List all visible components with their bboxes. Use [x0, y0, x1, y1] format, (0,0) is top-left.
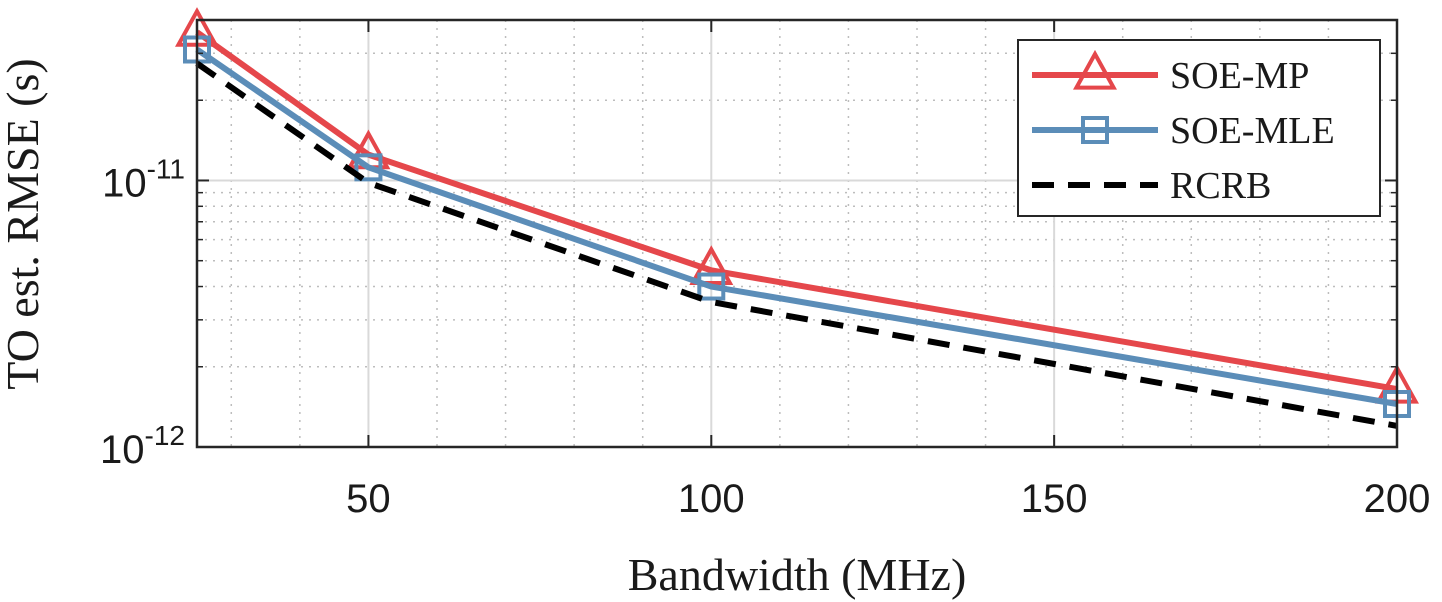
series-line-soe-mle: [195, 47, 1398, 407]
data-point-square: [697, 272, 726, 301]
series-layer: [175, 7, 1419, 429]
x-axis-label: Bandwidth (MHz): [628, 549, 967, 600]
y-tick-labels: 10-12 10-11: [100, 153, 185, 472]
x-tick-label: 150: [1021, 477, 1088, 521]
series-line-rcrb: [195, 60, 1398, 429]
legend: SOE-MP SOE-MLE RCRB: [1017, 39, 1381, 217]
legend-entry-soe-mp: SOE-MP: [1032, 49, 1309, 97]
data-point-triangle: [689, 245, 734, 285]
series-rcrb: [195, 60, 1398, 429]
data-point-square: [354, 153, 383, 182]
x-tick-label: 50: [346, 477, 391, 521]
legend-label: SOE-MLE: [1170, 110, 1335, 152]
x-tick-labels: 50 100 150 200: [346, 477, 1430, 521]
y-axis-label: TO est. RMSE (s): [0, 58, 48, 389]
legend-marker-triangle: [1073, 49, 1117, 90]
x-tick-label: 100: [678, 477, 745, 521]
legend-entry-soe-mle: SOE-MLE: [1032, 110, 1335, 152]
legend-entry-rcrb: RCRB: [1032, 165, 1271, 207]
legend-label: SOE-MP: [1170, 55, 1309, 97]
y-tick-label: 10-12: [100, 420, 185, 472]
legend-marker-square: [1081, 116, 1109, 144]
series-line-soe-mp: [195, 29, 1398, 392]
x-tick-label: 200: [1364, 477, 1431, 521]
plot-frame: [195, 18, 1399, 449]
ticks-layer: [197, 19, 1397, 448]
legend-label: RCRB: [1170, 165, 1271, 207]
y-tick-label: 10-11: [102, 153, 185, 205]
